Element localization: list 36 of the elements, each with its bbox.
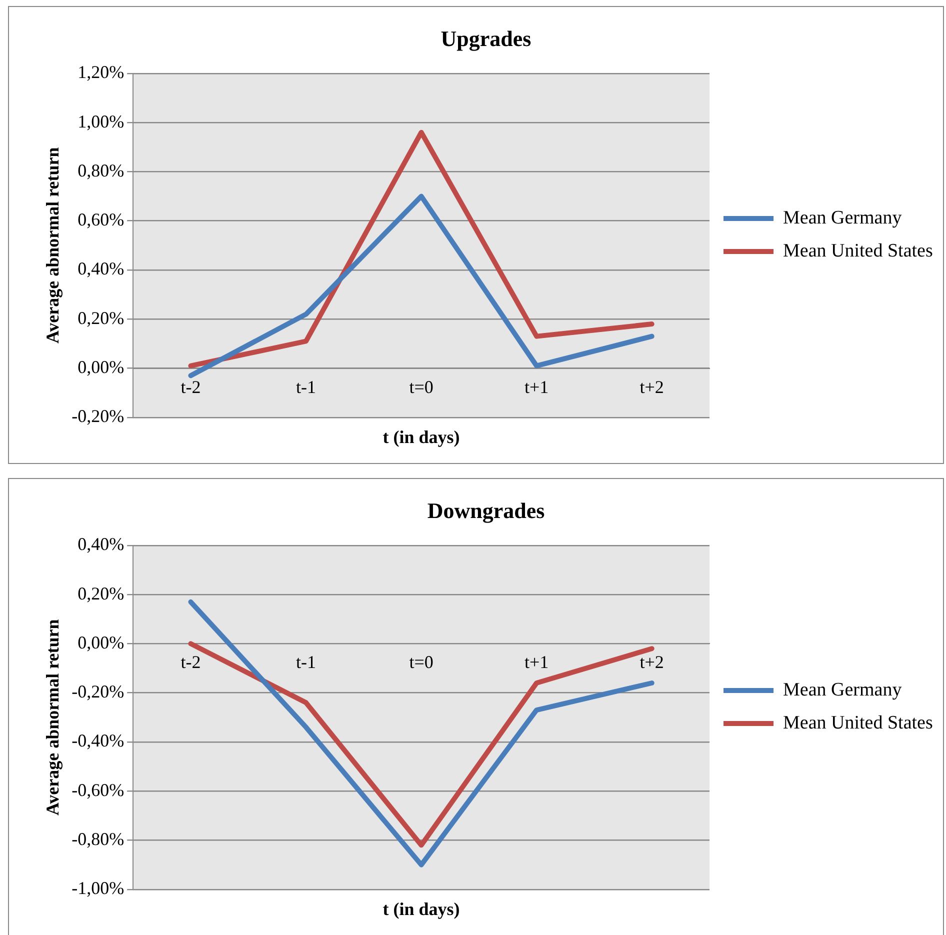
y-tick-label: -0,40% [72, 730, 124, 751]
x-tick-label: t-1 [296, 376, 316, 397]
x-tick-label: t-2 [180, 376, 201, 397]
y-tick-label: -0,60% [72, 780, 124, 800]
x-tick-label: t+1 [524, 376, 549, 397]
y-tick-label: -0,20% [72, 682, 124, 702]
y-axis-title: Average abnormal return [42, 619, 62, 816]
y-tick-label: 0,40% [78, 258, 124, 279]
y-tick-label: 0,20% [78, 308, 124, 328]
legend-label: Mean Germany [783, 679, 902, 700]
x-axis-title: t (in days) [382, 426, 460, 447]
y-tick-label: -1,00% [72, 878, 124, 898]
x-tick-label: t+1 [524, 652, 549, 672]
x-axis-title: t (in days) [382, 898, 460, 919]
y-tick-label: 0,60% [78, 210, 124, 230]
y-tick-label: -0,20% [72, 406, 124, 426]
y-tick-label: 0,00% [78, 632, 124, 652]
legend-label: Mean United States [783, 712, 933, 734]
x-tick-label: t+2 [640, 652, 664, 672]
y-tick-label: 0,80% [78, 160, 124, 180]
x-tick-label: t-1 [296, 652, 316, 672]
y-axis-title: Average abnormal return [42, 147, 62, 344]
y-tick-label: -0,80% [72, 828, 124, 849]
y-tick-label: 0,40% [78, 534, 124, 554]
x-tick-label: t=0 [409, 376, 434, 397]
chart-title: Downgrades [427, 498, 546, 523]
legend-label: Mean United States [783, 240, 933, 262]
y-tick-label: 1,20% [78, 62, 124, 82]
x-tick-label: t-2 [180, 652, 201, 672]
y-tick-label: 0,20% [78, 583, 124, 604]
y-tick-label: 0,00% [78, 356, 124, 377]
x-tick-label: t+2 [640, 376, 664, 397]
chart-title: Upgrades [440, 26, 532, 51]
legend-label: Mean Germany [783, 207, 902, 228]
y-tick-label: 1,00% [78, 111, 124, 132]
x-tick-label: t=0 [409, 652, 434, 672]
